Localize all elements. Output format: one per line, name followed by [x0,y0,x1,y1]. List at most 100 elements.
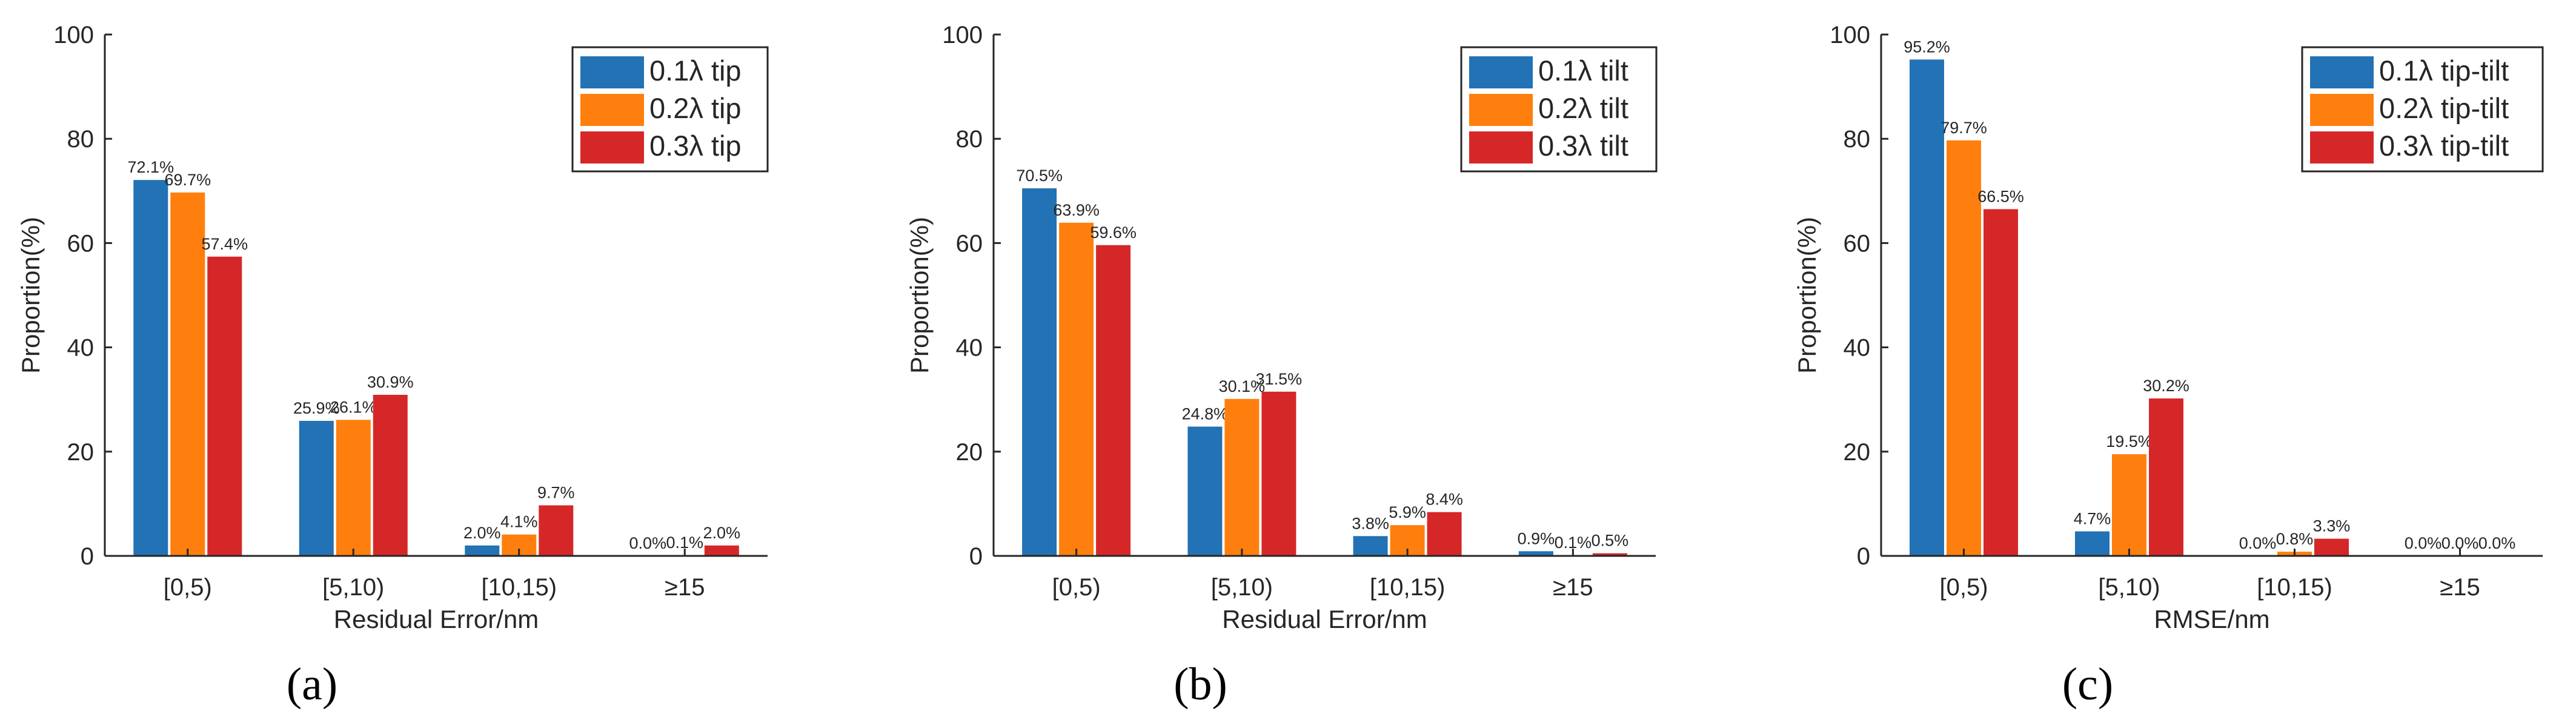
y-tick-label: 20 [67,439,95,466]
data-label: 4.1% [500,513,538,531]
x-tick-label: ≥15 [1553,574,1593,601]
x-tick-label: [10,15) [2257,574,2332,601]
data-label: 30.1% [1219,377,1266,395]
x-tick-label: ≥15 [2440,574,2480,601]
data-label: 3.3% [2313,517,2351,535]
data-label: 79.7% [1940,119,1987,137]
data-label: 9.7% [537,484,575,502]
x-tick-label: [10,15) [1370,574,1446,601]
legend-swatch [580,94,644,126]
x-tick-label: [0,5) [1939,574,1988,601]
data-label: 2.0% [703,524,741,542]
y-tick-label: 20 [956,439,983,466]
bar [1059,222,1094,556]
y-tick-label: 60 [956,230,983,257]
bar [1427,512,1462,556]
bar [2149,398,2183,556]
x-tick-label: [5,10) [1211,574,1273,601]
x-tick-label: [0,5) [164,574,212,601]
legend: 0.1λ tip 0.2λ tip 0.3λ tip [571,46,769,173]
legend-entry: 0.1λ tip [649,54,742,87]
bar [1518,551,1553,556]
data-label: 3.8% [1352,514,1389,532]
data-label: 0.0% [629,534,667,552]
y-axis-title: Proportion(%) [1793,217,1821,374]
legend-entry: 0.2λ tip-tilt [2379,92,2509,124]
data-label: 59.6% [1090,223,1137,242]
legend-entry: 0.2λ tilt [1538,92,1628,124]
bar [1261,391,1296,556]
data-label: 0.0% [2405,534,2442,552]
y-tick-label: 40 [67,335,95,362]
data-label: 26.1% [330,398,377,416]
bar [1224,398,1260,556]
data-label: 5.9% [1389,503,1426,521]
legend-swatch [1469,131,1533,163]
data-label: 57.4% [202,235,248,253]
y-tick-label: 60 [67,230,95,257]
x-tick-label: [5,10) [322,574,384,601]
panel-label: (a) [287,659,337,710]
legend-swatch [1469,56,1533,88]
legend: 0.1λ tip-tilt 0.2λ tip-tilt 0.3λ tip-tilt [2301,46,2544,173]
y-tick-label: 60 [1844,230,1871,257]
y-tick-label: 80 [1844,126,1871,153]
x-axis-title: RMSE/nm [2154,605,2269,633]
bar [1910,59,1944,557]
data-label: 0.5% [1592,532,1629,550]
legend-swatch [2310,56,2374,88]
chart-panel-3: 95.2%4.7%0.0% 0.0%79.7%19.5%0.8% 0.0%66.5%… [1793,22,2544,710]
data-label: 95.2% [1904,38,1950,56]
chart-panel-1: 72.1%25.9%2.0%0.0%69.7%26.1%4.1%0.1%57.4… [16,22,769,710]
x-axis-title: Residual Error/nm [334,605,539,633]
bar [1096,245,1131,556]
data-label: 8.4% [1426,490,1463,509]
data-label: 19.5% [2106,432,2153,451]
bar [539,505,574,556]
legend: 0.1λ tilt 0.2λ tilt 0.3λ tilt [1460,46,1658,173]
x-tick-label: [10,15) [481,574,557,601]
y-tick-label: 0 [1857,543,1870,570]
data-label: 24.8% [1182,405,1229,423]
data-label: 25.9% [293,399,340,417]
legend-entry: 0.2λ tip [649,92,742,124]
data-label: 4.7% [2074,510,2111,528]
y-tick-label: 80 [956,126,983,153]
bar [1983,209,2018,556]
y-axis-title: Proportion(%) [16,217,45,374]
y-tick-label: 0 [81,543,94,570]
y-tick-label: 100 [1830,22,1870,48]
bar [336,420,371,556]
x-tick-label: [5,10) [2098,574,2160,601]
legend-entry: 0.1λ tip-tilt [2379,54,2509,87]
data-label: 0.8% [2276,530,2314,548]
bar [465,545,500,556]
bar [133,180,168,556]
legend-entry: 0.3λ tilt [1538,130,1628,162]
panel-label: (b) [1173,659,1227,710]
data-label: 31.5% [1256,370,1303,388]
y-tick-label: 20 [1844,439,1871,466]
data-label: 0.0% [2478,534,2516,552]
data-label: 66.5% [1977,187,2024,205]
bar [2314,538,2349,556]
bar [1353,536,1388,556]
x-axis-title: Residual Error/nm [1222,605,1427,633]
y-tick-label: 0 [969,543,983,570]
panel-label: (c) [2062,659,2113,710]
data-label: 30.9% [367,373,414,391]
x-tick-label: [0,5) [1052,574,1101,601]
x-tick-label: ≥15 [665,574,705,601]
legend-swatch [580,131,644,163]
legend-swatch [580,56,644,88]
bar [1592,553,1627,556]
data-label: 2.0% [463,524,501,542]
legend-swatch [1469,94,1533,126]
bar [1187,426,1223,556]
legend-swatch [2310,94,2374,126]
data-label: 69.7% [165,171,211,189]
bar [2075,531,2110,556]
y-tick-label: 40 [1844,335,1871,362]
data-label: 63.9% [1053,201,1100,219]
y-tick-label: 80 [67,126,95,153]
